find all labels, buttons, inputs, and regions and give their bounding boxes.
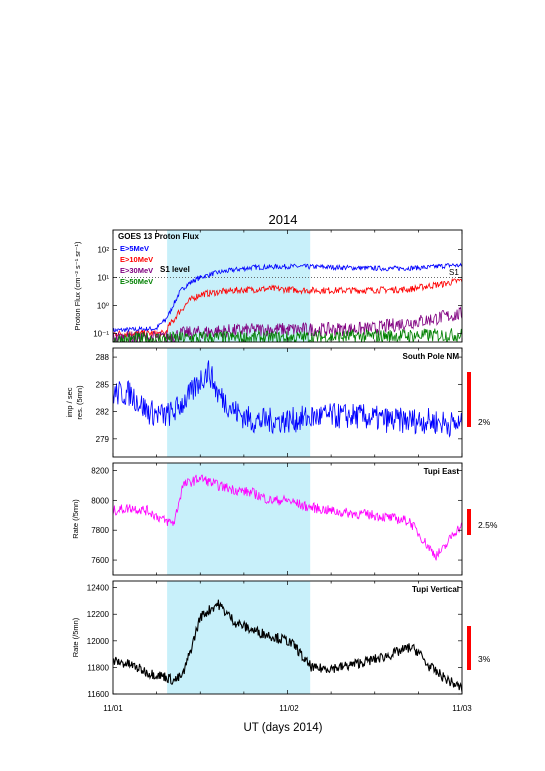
event-shading <box>167 348 311 457</box>
y-tick-label: 11800 <box>87 663 109 672</box>
panel-tupi-vertical: 11600 11800 12000 12200 12400 Rate (/5mn) Tupi… <box>71 580 491 699</box>
legend-entry: E>5MeV <box>120 244 149 253</box>
y-tick-label: 7600 <box>91 556 109 565</box>
series-line-e10mev <box>113 277 462 339</box>
y-axis-label: Proton Flux (cm⁻² s⁻¹ sr⁻¹) <box>73 241 82 330</box>
y-tick-label: 282 <box>96 408 110 417</box>
x-tick-0: 11/01 <box>103 704 123 713</box>
y-tick-label: 8200 <box>91 466 109 475</box>
y-tick-label: 279 <box>96 435 110 444</box>
panel-tupi-east: 7600 7800 8000 8200 Rate (/5mn) Tupi East 2.5% <box>71 462 498 576</box>
chart-title: 2014 <box>269 212 298 227</box>
annotation-s1-level: S1 level <box>160 265 190 274</box>
panel-title: GOES 13 Proton Flux <box>118 232 199 241</box>
y-tick-label: 10⁰ <box>97 302 109 311</box>
series-line-tupi-east <box>113 474 462 561</box>
x-tick-2: 11/03 <box>452 704 472 713</box>
y-tick-label: 12200 <box>87 610 110 619</box>
y-tick-label: 285 <box>96 380 110 389</box>
series-line-tupi-vertical <box>113 599 462 693</box>
event-shading <box>167 463 311 575</box>
y-tick-label: 12000 <box>87 637 110 646</box>
event-shading <box>167 581 311 694</box>
y-tick-label: 288 <box>96 353 110 362</box>
y-tick-label: 11600 <box>87 690 109 699</box>
panel-title: Tupi Vertical <box>412 585 459 594</box>
y-tick-label: 8000 <box>91 496 109 505</box>
y-tick-label: 10² <box>97 246 109 255</box>
y-axis-label: Rate (/5mn) <box>71 499 80 539</box>
y-tick-label: 10⁻¹ <box>93 330 109 339</box>
panel-title: Tupi East <box>424 467 460 476</box>
scale-bar-label: 3% <box>478 654 491 664</box>
legend-entry: E>50MeV <box>120 277 153 286</box>
legend-entry: E>10MeV <box>120 255 153 264</box>
y-axis-label: Rate (/5mn) <box>71 617 80 657</box>
x-axis-label: UT (days 2014) <box>243 722 322 734</box>
series-line-e5mev <box>113 262 462 334</box>
x-tick-1: 11/02 <box>279 704 299 713</box>
scale-bar-label: 2.5% <box>478 520 498 530</box>
y-tick-label: 12400 <box>87 584 110 593</box>
event-shading <box>167 230 311 342</box>
y-tick-label: 7800 <box>91 526 109 535</box>
series-line-southpole <box>113 360 462 438</box>
panel-goes: 10⁻¹ 10⁰ 10¹ 10² Proton Flux (cm⁻² s⁻¹ sr⁻¹)… <box>73 229 463 343</box>
scale-bar-label: 2% <box>478 417 491 427</box>
y-axis-label-2: res. (5mn) <box>75 385 84 420</box>
legend-entry: E>30MeV <box>120 266 153 275</box>
panel-title: South Pole NM <box>403 352 460 361</box>
annotation-s1: S1 <box>449 268 459 277</box>
panel-southpole: 279 282 285 288 imp / sec res. (5mn) South Pol… <box>65 347 491 458</box>
y-tick-label: 10¹ <box>97 274 109 283</box>
y-axis-label: imp / sec <box>65 387 74 417</box>
